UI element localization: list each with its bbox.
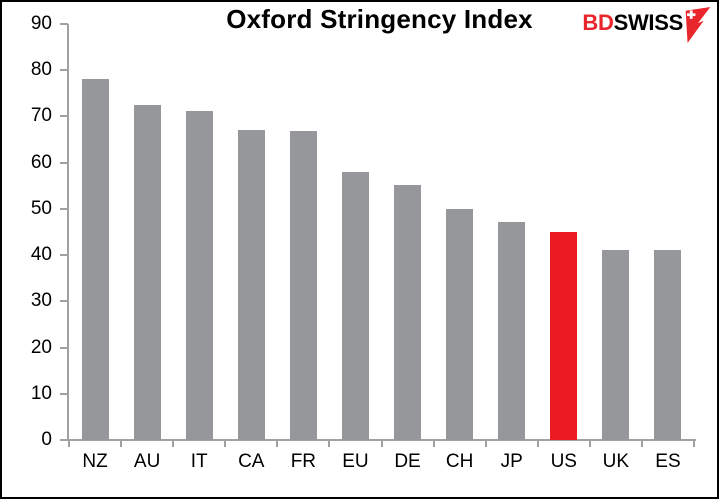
bdswiss-logo: BD SWISS [582,6,712,44]
y-tick [60,392,68,395]
bar-nz [81,78,109,440]
y-tick-label: 50 [30,197,52,219]
x-category-label: FR [290,451,317,472]
y-tick-label: 0 [41,429,52,450]
x-tick [536,440,539,447]
y-tick-label: 80 [30,59,52,81]
bar-uk [602,249,630,440]
y-tick-label: 60 [30,151,52,173]
y-tick [60,23,68,25]
x-category-label: JP [500,451,523,472]
bar-jp [498,221,526,440]
x-tick [432,440,435,447]
x-category-label: UK [602,451,630,472]
bar-de [394,185,422,440]
y-axis-line [67,24,69,440]
bar-ca [237,129,265,440]
y-tick [60,439,68,441]
bar-it [185,110,213,440]
y-tick [60,254,68,257]
x-tick [484,440,487,447]
x-axis-line [61,439,696,441]
y-tick-label: 30 [30,290,52,312]
bar-es [654,249,682,440]
x-tick [693,440,695,447]
y-tick-label: 90 [30,13,52,34]
x-category-label: IT [190,451,208,472]
logo-suffix: SWISS [613,10,684,35]
y-tick-label: 40 [30,244,52,266]
x-tick [640,440,643,447]
x-category-label: CA [238,451,265,472]
bar-eu [341,172,369,440]
y-tick [60,207,68,210]
y-tick [60,161,68,164]
y-tick-label: 70 [30,105,52,127]
x-tick [328,440,331,447]
y-tick [60,346,68,349]
x-tick [588,440,591,447]
y-tick-label: 10 [30,382,52,404]
x-tick [120,440,123,447]
x-tick [380,440,383,447]
x-category-label: DE [394,451,421,472]
x-category-label: ES [655,451,681,472]
x-tick [224,440,227,447]
chart-title: Oxford Stringency Index [226,4,533,34]
x-tick [68,440,70,447]
x-category-label: NZ [82,451,108,472]
y-tick [60,69,68,72]
x-category-label: EU [342,451,369,472]
bar-ch [446,208,474,440]
bar-fr [289,131,317,440]
y-tick [60,300,68,303]
x-category-label: CH [445,451,474,472]
bar-us [550,232,578,440]
bar-au [133,104,161,440]
y-tick-label: 20 [30,336,52,358]
x-tick [276,440,279,447]
x-tick [172,440,175,447]
swiss-arrow-flag-icon [685,6,711,44]
y-tick [60,115,68,118]
x-category-label: US [550,451,577,472]
logo-prefix: BD [582,10,614,35]
x-category-label: AU [133,451,161,472]
